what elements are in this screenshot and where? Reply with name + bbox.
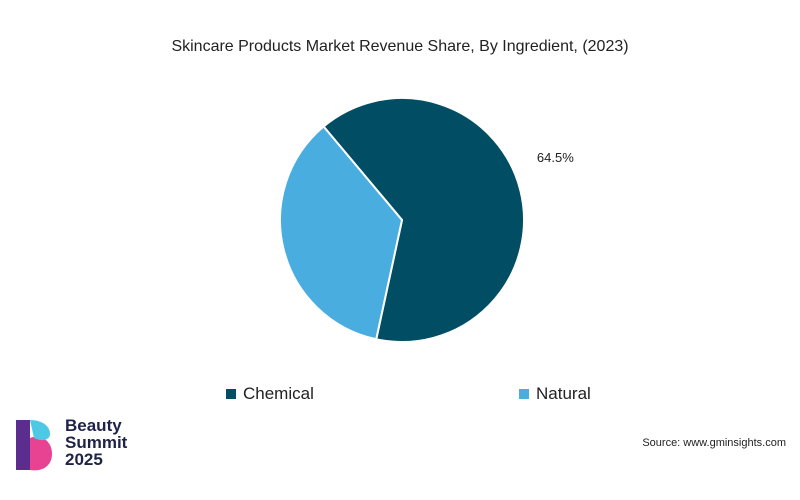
pie-slice-chemical	[322, 97, 525, 343]
chart-legend: Chemical Natural	[0, 384, 800, 408]
logo-line-1: Beauty	[65, 416, 122, 435]
chart-title: Skincare Products Market Revenue Share, …	[171, 38, 629, 55]
legend-label-natural: Natural	[536, 384, 591, 403]
legend-swatch-natural	[519, 389, 529, 399]
legend-swatch-chemical	[226, 389, 236, 399]
pie-slice-natural	[279, 125, 403, 341]
legend-item-natural: Natural	[519, 384, 591, 404]
logo-line-2: Summit	[65, 433, 128, 452]
legend-item-chemical: Chemical	[226, 384, 314, 404]
beauty-summit-logo: Beauty Summit 2025	[12, 416, 152, 476]
pie-labels: 64.5%	[537, 150, 574, 165]
pie-slices	[279, 97, 525, 343]
logo-line-3: 2025	[65, 450, 103, 469]
source-note: Source: www.gminsights.com	[642, 437, 786, 449]
logo-mark-icon	[16, 420, 52, 471]
legend-label-chemical: Chemical	[243, 384, 314, 403]
logo-wordmark: Beauty Summit 2025	[65, 417, 127, 468]
pie-label-chemical: 64.5%	[537, 150, 574, 165]
